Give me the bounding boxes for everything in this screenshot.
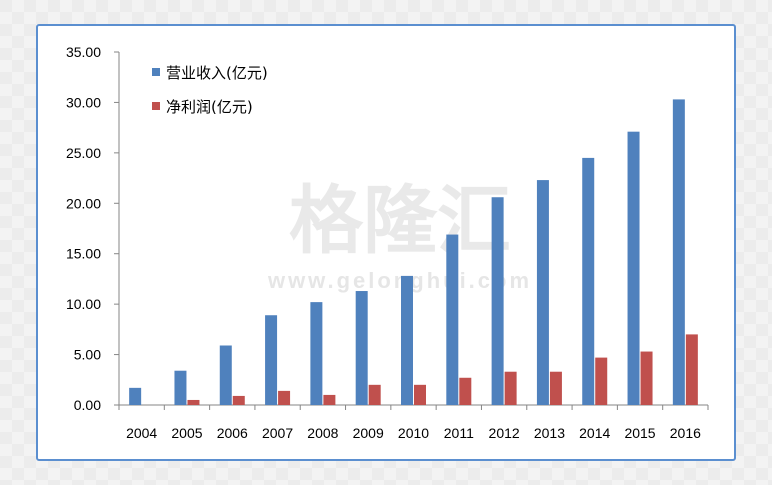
revenue-bar-2010 bbox=[401, 275, 413, 405]
x-tick-label: 2010 bbox=[398, 425, 429, 441]
revenue-bar-2012 bbox=[491, 197, 504, 405]
profit-bar-2014 bbox=[595, 357, 608, 405]
profit-bar-2013 bbox=[549, 371, 562, 405]
revenue-bar-2015 bbox=[627, 131, 640, 406]
y-tick-label: 10.00 bbox=[66, 296, 101, 312]
y-tick-label: 20.00 bbox=[66, 195, 101, 211]
watermark-main: 格隆汇 bbox=[289, 178, 511, 264]
profit-bar-2010 bbox=[414, 384, 426, 405]
profit-bar-2009 bbox=[368, 384, 381, 405]
legend: 营业收入(亿元) 净利润(亿元) bbox=[152, 64, 268, 116]
profit-bar-2006 bbox=[232, 395, 245, 405]
revenue-bar-2016 bbox=[672, 99, 685, 405]
legend-swatch-revenue bbox=[152, 68, 160, 76]
chart-frame bbox=[36, 24, 736, 461]
revenue-bar-2014 bbox=[582, 157, 595, 405]
x-tick-label: 2013 bbox=[534, 425, 565, 441]
revenue-bar-2009 bbox=[355, 291, 368, 405]
y-tick-label: 15.00 bbox=[66, 246, 101, 262]
revenue-bar-2007 bbox=[265, 315, 278, 405]
revenue-bar-2004 bbox=[129, 387, 142, 405]
revenue-bar-2013 bbox=[536, 180, 549, 405]
revenue-bar-2008 bbox=[310, 302, 323, 405]
y-tick-label: 0.00 bbox=[74, 397, 101, 413]
x-tick-label: 2014 bbox=[579, 425, 610, 441]
x-tick-label: 2008 bbox=[307, 425, 338, 441]
x-tick-label: 2005 bbox=[171, 425, 202, 441]
profit-bar-2015 bbox=[640, 351, 653, 405]
x-tick-label: 2007 bbox=[262, 425, 293, 441]
profit-bar-2008 bbox=[323, 394, 336, 405]
profit-bar-2011 bbox=[459, 377, 472, 405]
legend-label-profit: 净利润(亿元) bbox=[166, 98, 253, 116]
x-tick-label: 2015 bbox=[624, 425, 655, 441]
revenue-bar-2006 bbox=[219, 345, 232, 405]
x-tick-label: 2004 bbox=[126, 425, 157, 441]
watermark: 格隆汇 www.gelonghui.com bbox=[267, 178, 532, 293]
legend-swatch-profit bbox=[152, 102, 160, 110]
profit-bar-2007 bbox=[278, 390, 291, 405]
y-tick-label: 25.00 bbox=[66, 145, 101, 161]
profit-bar-2012 bbox=[504, 371, 517, 405]
bars bbox=[129, 99, 698, 406]
x-tick-label: 2009 bbox=[353, 425, 384, 441]
revenue-bar-2005 bbox=[174, 370, 187, 405]
x-tick-label: 2006 bbox=[217, 425, 248, 441]
axes: 0.00 5.00 10.00 15.00 20.00 25.00 30.00 35.00 20… bbox=[66, 44, 709, 441]
x-tick-label: 2012 bbox=[489, 425, 520, 441]
x-tick-label: 2011 bbox=[444, 425, 474, 441]
watermark-url: www.gelonghui.com bbox=[267, 268, 532, 293]
legend-label-revenue: 营业收入(亿元) bbox=[166, 64, 268, 82]
x-tick-label: 2016 bbox=[670, 425, 701, 441]
profit-bar-2005 bbox=[187, 399, 200, 405]
revenue-bar-2011 bbox=[446, 234, 459, 405]
y-tick-label: 30.00 bbox=[66, 94, 101, 110]
y-tick-label: 5.00 bbox=[74, 347, 101, 363]
profit-bar-2016 bbox=[685, 334, 698, 405]
y-tick-label: 35.00 bbox=[66, 44, 101, 60]
